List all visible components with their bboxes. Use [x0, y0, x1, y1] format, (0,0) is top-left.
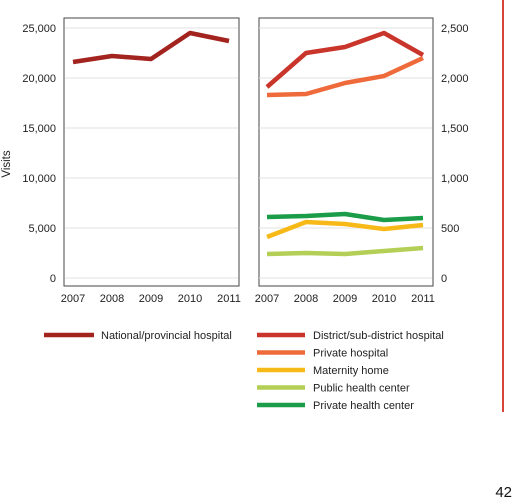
left-y-tick-label: 0 — [50, 273, 56, 285]
right-x-tick-label: 2008 — [294, 293, 318, 305]
series-line-private-hospital — [266, 55, 424, 98]
legend: National/provincial hospital District/sub… — [44, 330, 444, 412]
right-series-lines — [265, 30, 425, 257]
series-line-private-health-center — [266, 211, 424, 223]
legend-label: Private hospital — [313, 348, 388, 360]
left-y-tick-label: 10,000 — [22, 173, 56, 185]
left-x-tick-label: 2010 — [178, 293, 202, 305]
right-x-tick-label: 2009 — [333, 293, 357, 305]
left-series-lines — [72, 30, 230, 65]
y-axis-title: Visits — [1, 150, 13, 178]
right-y-tick-label: 2,500 — [441, 23, 469, 35]
legend-label: District/sub-district hospital — [313, 330, 444, 342]
right-y-tick-label: 0 — [441, 273, 447, 285]
right-x-tick-label: 2010 — [372, 293, 396, 305]
right-y-tick-label: 500 — [441, 223, 459, 235]
right-tick-labels: 0 500 1,000 1,500 2,000 2,500 2007 2008 2009 2010… — [255, 23, 469, 305]
right-x-tick-label: 2007 — [255, 293, 279, 305]
legend-label: Maternity home — [313, 365, 389, 377]
page-number: 42 — [495, 484, 512, 501]
right-x-tick-label: 2011 — [411, 293, 435, 305]
left-y-tick-label: 20,000 — [22, 73, 56, 85]
legend-label: Private health center — [313, 400, 414, 412]
right-y-tick-label: 1,000 — [441, 173, 469, 185]
left-x-tick-label: 2011 — [217, 293, 241, 305]
left-gridlines — [65, 27, 238, 279]
right-y-tick-label: 1,500 — [441, 123, 469, 135]
series-line-public-health-center — [266, 245, 424, 257]
legend-label: National/provincial hospital — [101, 330, 232, 342]
series-line-maternity-home — [266, 219, 424, 240]
left-y-tick-label: 25,000 — [22, 23, 56, 35]
series-line-national-provincial-hospital — [72, 30, 230, 65]
legend-label: Public health center — [313, 383, 410, 395]
left-x-tick-label: 2009 — [139, 293, 163, 305]
right-y-tick-label: 2,000 — [441, 73, 469, 85]
left-tick-labels: 0 5,000 10,000 15,000 20,000 25,000 2007 2008 20… — [22, 23, 240, 305]
left-x-tick-label: 2008 — [100, 293, 124, 305]
right-panel-frame — [258, 17, 434, 287]
series-line-district-sub-district-hospital — [265, 30, 425, 89]
left-panel-frame — [63, 17, 240, 287]
left-y-tick-label: 5,000 — [28, 223, 56, 235]
left-y-tick-label: 15,000 — [22, 123, 56, 135]
left-x-tick-label: 2007 — [61, 293, 85, 305]
